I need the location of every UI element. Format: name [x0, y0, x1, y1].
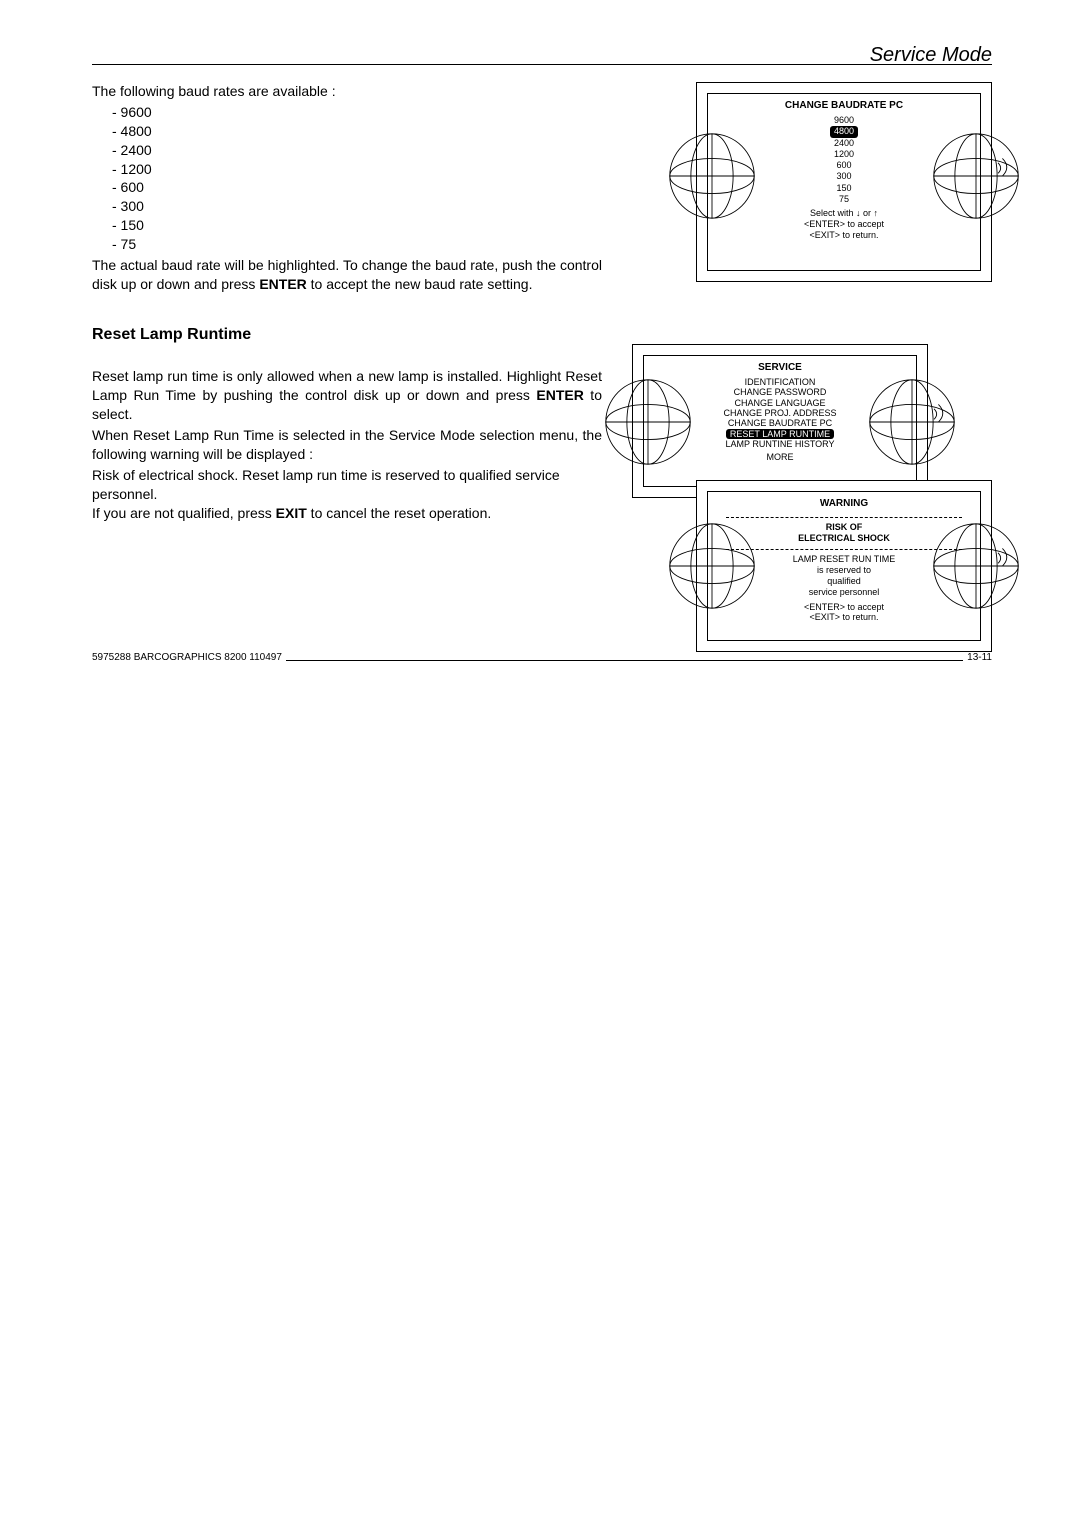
footer-page-number: 13-11	[963, 652, 992, 663]
menu-item[interactable]: 2400	[834, 138, 854, 148]
menu-item[interactable]: 150	[836, 183, 851, 193]
reset-paragraph-1: Reset lamp run time is only allowed when…	[92, 367, 602, 424]
enter-key-label: ENTER	[536, 387, 583, 403]
globe-icon	[868, 378, 956, 466]
text-run: <ENTER> to accept	[708, 219, 980, 230]
globe-icon	[932, 132, 1020, 220]
list-item: - 150	[112, 216, 602, 235]
panel-service: SERVICE IDENTIFICATION CHANGE PASSWORD C…	[632, 344, 928, 498]
panel-inner: CHANGE BAUDRATE PC 9600 4800 2400 1200 6…	[707, 93, 981, 271]
dashed-rule	[726, 549, 962, 550]
baud-rate-list: - 9600 - 4800 - 2400 - 1200 - 600 - 300 …	[112, 103, 602, 254]
dashed-rule	[726, 517, 962, 518]
menu-item[interactable]: CHANGE PASSWORD	[734, 387, 827, 397]
baud-intro: The following baud rates are available :	[92, 82, 602, 101]
menu-item[interactable]: 1200	[834, 149, 854, 159]
panel-change-baudrate: CHANGE BAUDRATE PC 9600 4800 2400 1200 6…	[696, 82, 992, 282]
panel-inner: SERVICE IDENTIFICATION CHANGE PASSWORD C…	[643, 355, 917, 487]
panel-title: SERVICE	[644, 356, 916, 377]
section-heading-reset-lamp: Reset Lamp Runtime	[92, 324, 602, 346]
reset-paragraph-2: When Reset Lamp Run Time is selected in …	[92, 426, 602, 464]
menu-item[interactable]: CHANGE BAUDRATE PC	[728, 418, 832, 428]
globe-icon	[604, 378, 692, 466]
menu-item[interactable]: LAMP RUNTINE HISTORY	[725, 439, 834, 449]
menu-item[interactable]: IDENTIFICATION	[745, 377, 816, 387]
globe-icon	[668, 132, 756, 220]
content-area: The following baud rates are available :…	[92, 82, 992, 525]
list-item: - 2400	[112, 141, 602, 160]
reset-paragraph-3: Risk of electrical shock. Reset lamp run…	[92, 466, 602, 504]
text-run: Reset lamp run time is only allowed when…	[92, 368, 602, 403]
panel-title: WARNING	[708, 492, 980, 513]
text-run: Select with	[810, 208, 856, 218]
reset-paragraph-4: If you are not qualified, press EXIT to …	[92, 504, 602, 523]
text-run: or	[861, 208, 874, 218]
left-column: The following baud rates are available :…	[92, 82, 602, 523]
list-item: - 300	[112, 197, 602, 216]
menu-item-highlighted[interactable]: RESET LAMP RUNTIME	[726, 429, 834, 439]
list-item: - 75	[112, 235, 602, 254]
globe-icon	[668, 522, 756, 610]
list-item: - 9600	[112, 103, 602, 122]
text-run: If you are not qualified, press	[92, 505, 276, 521]
header-rule	[92, 64, 992, 65]
menu-item-highlighted[interactable]: 4800	[830, 126, 858, 137]
enter-key-label: ENTER	[259, 276, 306, 292]
footer-doc-id: 5975288 BARCOGRAPHICS 8200 110497	[92, 652, 286, 663]
arrow-up-icon: ↑	[874, 208, 879, 218]
page-footer: 5975288 BARCOGRAPHICS 8200 110497 13-11	[92, 652, 992, 663]
footer-rule	[286, 660, 963, 661]
text-run: <EXIT> to return.	[708, 230, 980, 241]
list-item: - 600	[112, 178, 602, 197]
menu-item[interactable]: 75	[839, 194, 849, 204]
menu-item[interactable]: CHANGE PROJ. ADDRESS	[723, 408, 836, 418]
exit-key-label: EXIT	[276, 505, 307, 521]
globe-icon	[932, 522, 1020, 610]
text-run: <EXIT> to return.	[708, 612, 980, 623]
baud-paragraph: The actual baud rate will be highlighted…	[92, 256, 602, 294]
panel-inner: WARNING RISK OF ELECTRICAL SHOCK LAMP RE…	[707, 491, 981, 641]
menu-item[interactable]: CHANGE LANGUAGE	[734, 398, 825, 408]
menu-item[interactable]: 600	[836, 160, 851, 170]
text-run: to cancel the reset operation.	[307, 505, 491, 521]
list-item: - 4800	[112, 122, 602, 141]
menu-item[interactable]: 9600	[834, 115, 854, 125]
panel-title: CHANGE BAUDRATE PC	[708, 94, 980, 115]
menu-item[interactable]: 300	[836, 171, 851, 181]
text-run: to accept the new baud rate setting.	[307, 276, 533, 292]
panel-warning: WARNING RISK OF ELECTRICAL SHOCK LAMP RE…	[696, 480, 992, 652]
list-item: - 1200	[112, 160, 602, 179]
